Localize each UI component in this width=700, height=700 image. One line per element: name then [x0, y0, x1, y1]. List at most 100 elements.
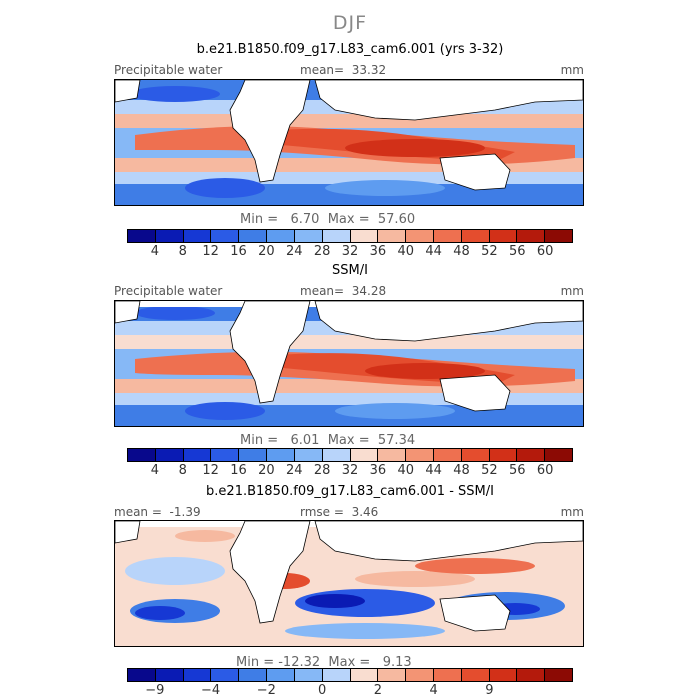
panel2-units: mm [560, 284, 584, 298]
colorbar-swatch [406, 449, 434, 461]
panel3-rmse: rmse = 3.46 [300, 505, 379, 519]
panel3-title: b.e21.B1850.f09_g17.L83_cam6.001 - SSM/I [206, 484, 494, 499]
colorbar-tick-label: 40 [397, 463, 415, 478]
colorbar-tick-label: −2 [256, 683, 276, 698]
colorbar-tick-label: −9 [145, 683, 165, 698]
colorbar-swatch [378, 669, 407, 681]
colorbar-tick-label: 40 [397, 244, 415, 259]
colorbar-swatch [128, 230, 156, 242]
colorbar-tick-label: 44 [425, 244, 442, 259]
panel3-map [114, 520, 584, 647]
colorbar-swatch [294, 449, 323, 461]
colorbar-tick-label: 48 [453, 244, 470, 259]
colorbar-swatch [155, 230, 184, 242]
colorbar-swatch [517, 669, 546, 681]
colorbar-swatch [406, 230, 434, 242]
colorbar-tick-label: 56 [508, 463, 526, 478]
colorbar-swatch [183, 230, 212, 242]
colorbar-swatch [183, 669, 212, 681]
colorbar-swatch [350, 449, 379, 461]
panel2-map [114, 300, 584, 427]
colorbar-swatch [545, 449, 572, 461]
colorbar-swatch [350, 669, 379, 681]
colorbar-tick-label: 0 [317, 683, 327, 698]
colorbar-swatch [545, 230, 572, 242]
colorbar-swatch [239, 669, 268, 681]
colorbar-swatch [267, 449, 295, 461]
colorbar-tick-label: 4 [150, 463, 160, 478]
colorbar-swatch [461, 230, 490, 242]
colorbar-swatch [322, 449, 351, 461]
panel3-colorbar [127, 668, 573, 682]
panel1-map [114, 79, 584, 206]
colorbar-swatch [294, 230, 323, 242]
panel1-variable: Precipitable water [114, 63, 223, 77]
panel2-colorbar-ticks: 4 8 12 16 20 24 28 32 36 40 44 48 52 56 60 [127, 463, 573, 479]
colorbar-tick-label: 32 [341, 244, 359, 259]
colorbar-tick-label: 36 [369, 244, 387, 259]
panel1-title: b.e21.B1850.f09_g17.L83_cam6.001 (yrs 3-… [196, 42, 504, 57]
colorbar-tick-label: 44 [425, 463, 442, 478]
colorbar-swatch [461, 449, 490, 461]
panel2-title: SSM/I [332, 263, 368, 278]
panel1-colorbar [127, 229, 573, 243]
panel2-mean: mean= 34.28 [300, 284, 387, 298]
colorbar-swatch [211, 669, 240, 681]
colorbar-tick-label: 9 [485, 683, 494, 698]
colorbar-swatch [239, 230, 268, 242]
panel1-mean: mean= 33.32 [300, 63, 387, 77]
colorbar-tick-label: 36 [369, 463, 387, 478]
panel1-units: mm [560, 63, 584, 77]
colorbar-swatch [128, 669, 156, 681]
figure-title: DJF [332, 12, 368, 34]
colorbar-tick-label: 60 [536, 463, 554, 478]
colorbar-tick-label: 28 [313, 244, 331, 259]
colorbar-swatch [433, 449, 462, 461]
colorbar-tick-label: 32 [341, 463, 359, 478]
colorbar-swatch [211, 230, 240, 242]
colorbar-swatch [155, 669, 184, 681]
colorbar-swatch [211, 449, 240, 461]
colorbar-tick-label: 4 [150, 244, 160, 259]
colorbar-swatch [489, 669, 518, 681]
colorbar-swatch [267, 230, 295, 242]
colorbar-swatch [183, 449, 212, 461]
colorbar-tick-label: 52 [481, 244, 498, 259]
colorbar-tick-label: −4 [201, 683, 221, 698]
colorbar-swatch [517, 449, 546, 461]
colorbar-swatch [322, 669, 351, 681]
colorbar-tick-label: 20 [258, 463, 275, 478]
colorbar-swatch [294, 669, 323, 681]
colorbar-tick-label: 56 [508, 244, 526, 259]
panel3-mean: mean = -1.39 [114, 505, 201, 519]
panel3-minmax: Min = -12.32 Max = 9.13 [236, 655, 412, 670]
colorbar-swatch [489, 230, 518, 242]
colorbar-swatch [350, 230, 379, 242]
colorbar-swatch [239, 449, 268, 461]
colorbar-tick-label: 24 [285, 244, 303, 259]
colorbar-swatch [461, 669, 490, 681]
panel2-colorbar [127, 448, 573, 462]
panel1-colorbar-ticks: 4 8 12 16 20 24 28 32 36 40 44 48 52 56 60 [127, 244, 573, 260]
panel3-units: mm [560, 505, 584, 519]
colorbar-tick-label: 12 [202, 463, 219, 478]
colorbar-swatch [489, 449, 518, 461]
colorbar-tick-label: 16 [230, 463, 247, 478]
colorbar-swatch [128, 449, 156, 461]
colorbar-swatch [267, 669, 295, 681]
panel1-minmax: Min = 6.70 Max = 57.60 [240, 212, 416, 227]
colorbar-tick-label: 2 [373, 683, 383, 698]
colorbar-tick-label: 12 [202, 244, 219, 259]
colorbar-swatch [517, 230, 546, 242]
colorbar-tick-label: 60 [536, 244, 554, 259]
colorbar-tick-label: 28 [313, 463, 331, 478]
colorbar-tick-label: 24 [285, 463, 303, 478]
colorbar-swatch [155, 449, 184, 461]
colorbar-swatch [545, 669, 572, 681]
colorbar-swatch [322, 230, 351, 242]
colorbar-tick-label: 20 [258, 244, 275, 259]
colorbar-swatch [433, 669, 462, 681]
colorbar-swatch [433, 230, 462, 242]
colorbar-tick-label: 52 [481, 463, 498, 478]
colorbar-tick-label: 48 [453, 463, 470, 478]
